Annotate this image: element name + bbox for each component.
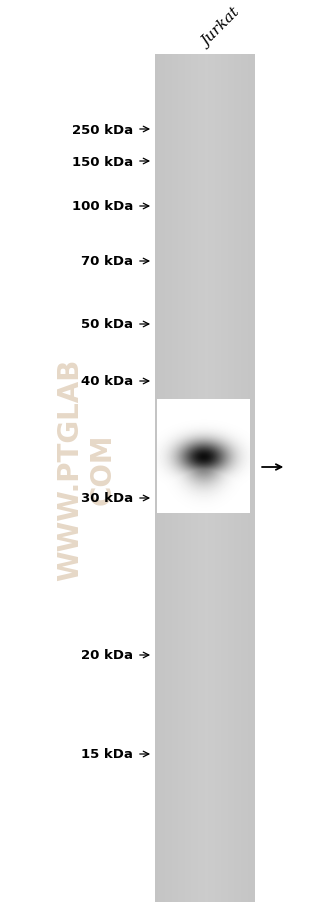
- Bar: [168, 55, 172, 902]
- Text: 70 kDa: 70 kDa: [81, 255, 133, 268]
- Bar: [228, 55, 232, 902]
- Text: 50 kDa: 50 kDa: [81, 318, 133, 331]
- Bar: [241, 55, 245, 902]
- Text: 20 kDa: 20 kDa: [81, 649, 133, 662]
- Bar: [211, 55, 215, 902]
- Bar: [231, 55, 235, 902]
- Bar: [215, 55, 218, 902]
- Text: 250 kDa: 250 kDa: [72, 124, 133, 136]
- Text: 15 kDa: 15 kDa: [81, 748, 133, 760]
- Bar: [155, 55, 254, 902]
- Bar: [244, 55, 248, 902]
- Text: WWW.PTGLAB
COM: WWW.PTGLAB COM: [57, 358, 117, 580]
- Bar: [238, 55, 241, 902]
- Bar: [188, 55, 192, 902]
- Bar: [251, 55, 255, 902]
- Bar: [181, 55, 185, 902]
- Bar: [178, 55, 182, 902]
- Bar: [198, 55, 202, 902]
- Bar: [155, 55, 159, 902]
- Bar: [224, 55, 228, 902]
- Text: 100 kDa: 100 kDa: [72, 200, 133, 213]
- Text: 150 kDa: 150 kDa: [72, 155, 133, 169]
- Bar: [205, 55, 208, 902]
- Bar: [171, 55, 175, 902]
- Bar: [195, 55, 198, 902]
- Bar: [248, 55, 251, 902]
- Bar: [191, 55, 195, 902]
- Text: 40 kDa: 40 kDa: [81, 375, 133, 388]
- Bar: [185, 55, 188, 902]
- Bar: [175, 55, 179, 902]
- Text: 30 kDa: 30 kDa: [81, 492, 133, 505]
- Bar: [218, 55, 222, 902]
- Bar: [158, 55, 162, 902]
- Text: Jurkat: Jurkat: [200, 6, 244, 50]
- Bar: [162, 55, 166, 902]
- Bar: [221, 55, 225, 902]
- Bar: [165, 55, 169, 902]
- Bar: [208, 55, 212, 902]
- Bar: [201, 55, 205, 902]
- Bar: [234, 55, 238, 902]
